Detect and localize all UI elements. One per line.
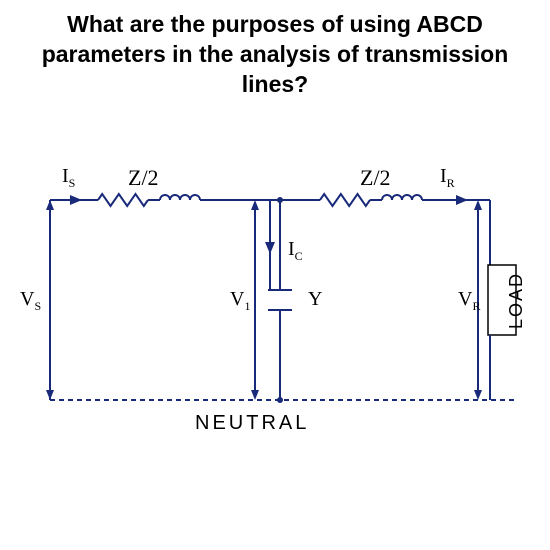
label-v1: V1 bbox=[230, 288, 250, 314]
label-ic: IC bbox=[288, 238, 303, 264]
label-ir: IR bbox=[440, 165, 455, 191]
label-zhalf-left: Z/2 bbox=[128, 165, 159, 191]
label-load: LOAD bbox=[506, 272, 527, 329]
label-is: IS bbox=[62, 165, 75, 191]
label-vr: VR bbox=[458, 288, 480, 314]
page-title: What are the purposes of using ABCD para… bbox=[0, 0, 550, 100]
label-y: Y bbox=[308, 288, 322, 311]
circuit-diagram: IS Z/2 Z/2 IR VS V1 IC Y VR NEUTRAL LOAD bbox=[20, 150, 530, 470]
label-vs: VS bbox=[20, 288, 41, 314]
label-zhalf-right: Z/2 bbox=[360, 165, 391, 191]
title-text: What are the purposes of using ABCD para… bbox=[42, 11, 509, 97]
label-neutral: NEUTRAL bbox=[195, 412, 309, 435]
